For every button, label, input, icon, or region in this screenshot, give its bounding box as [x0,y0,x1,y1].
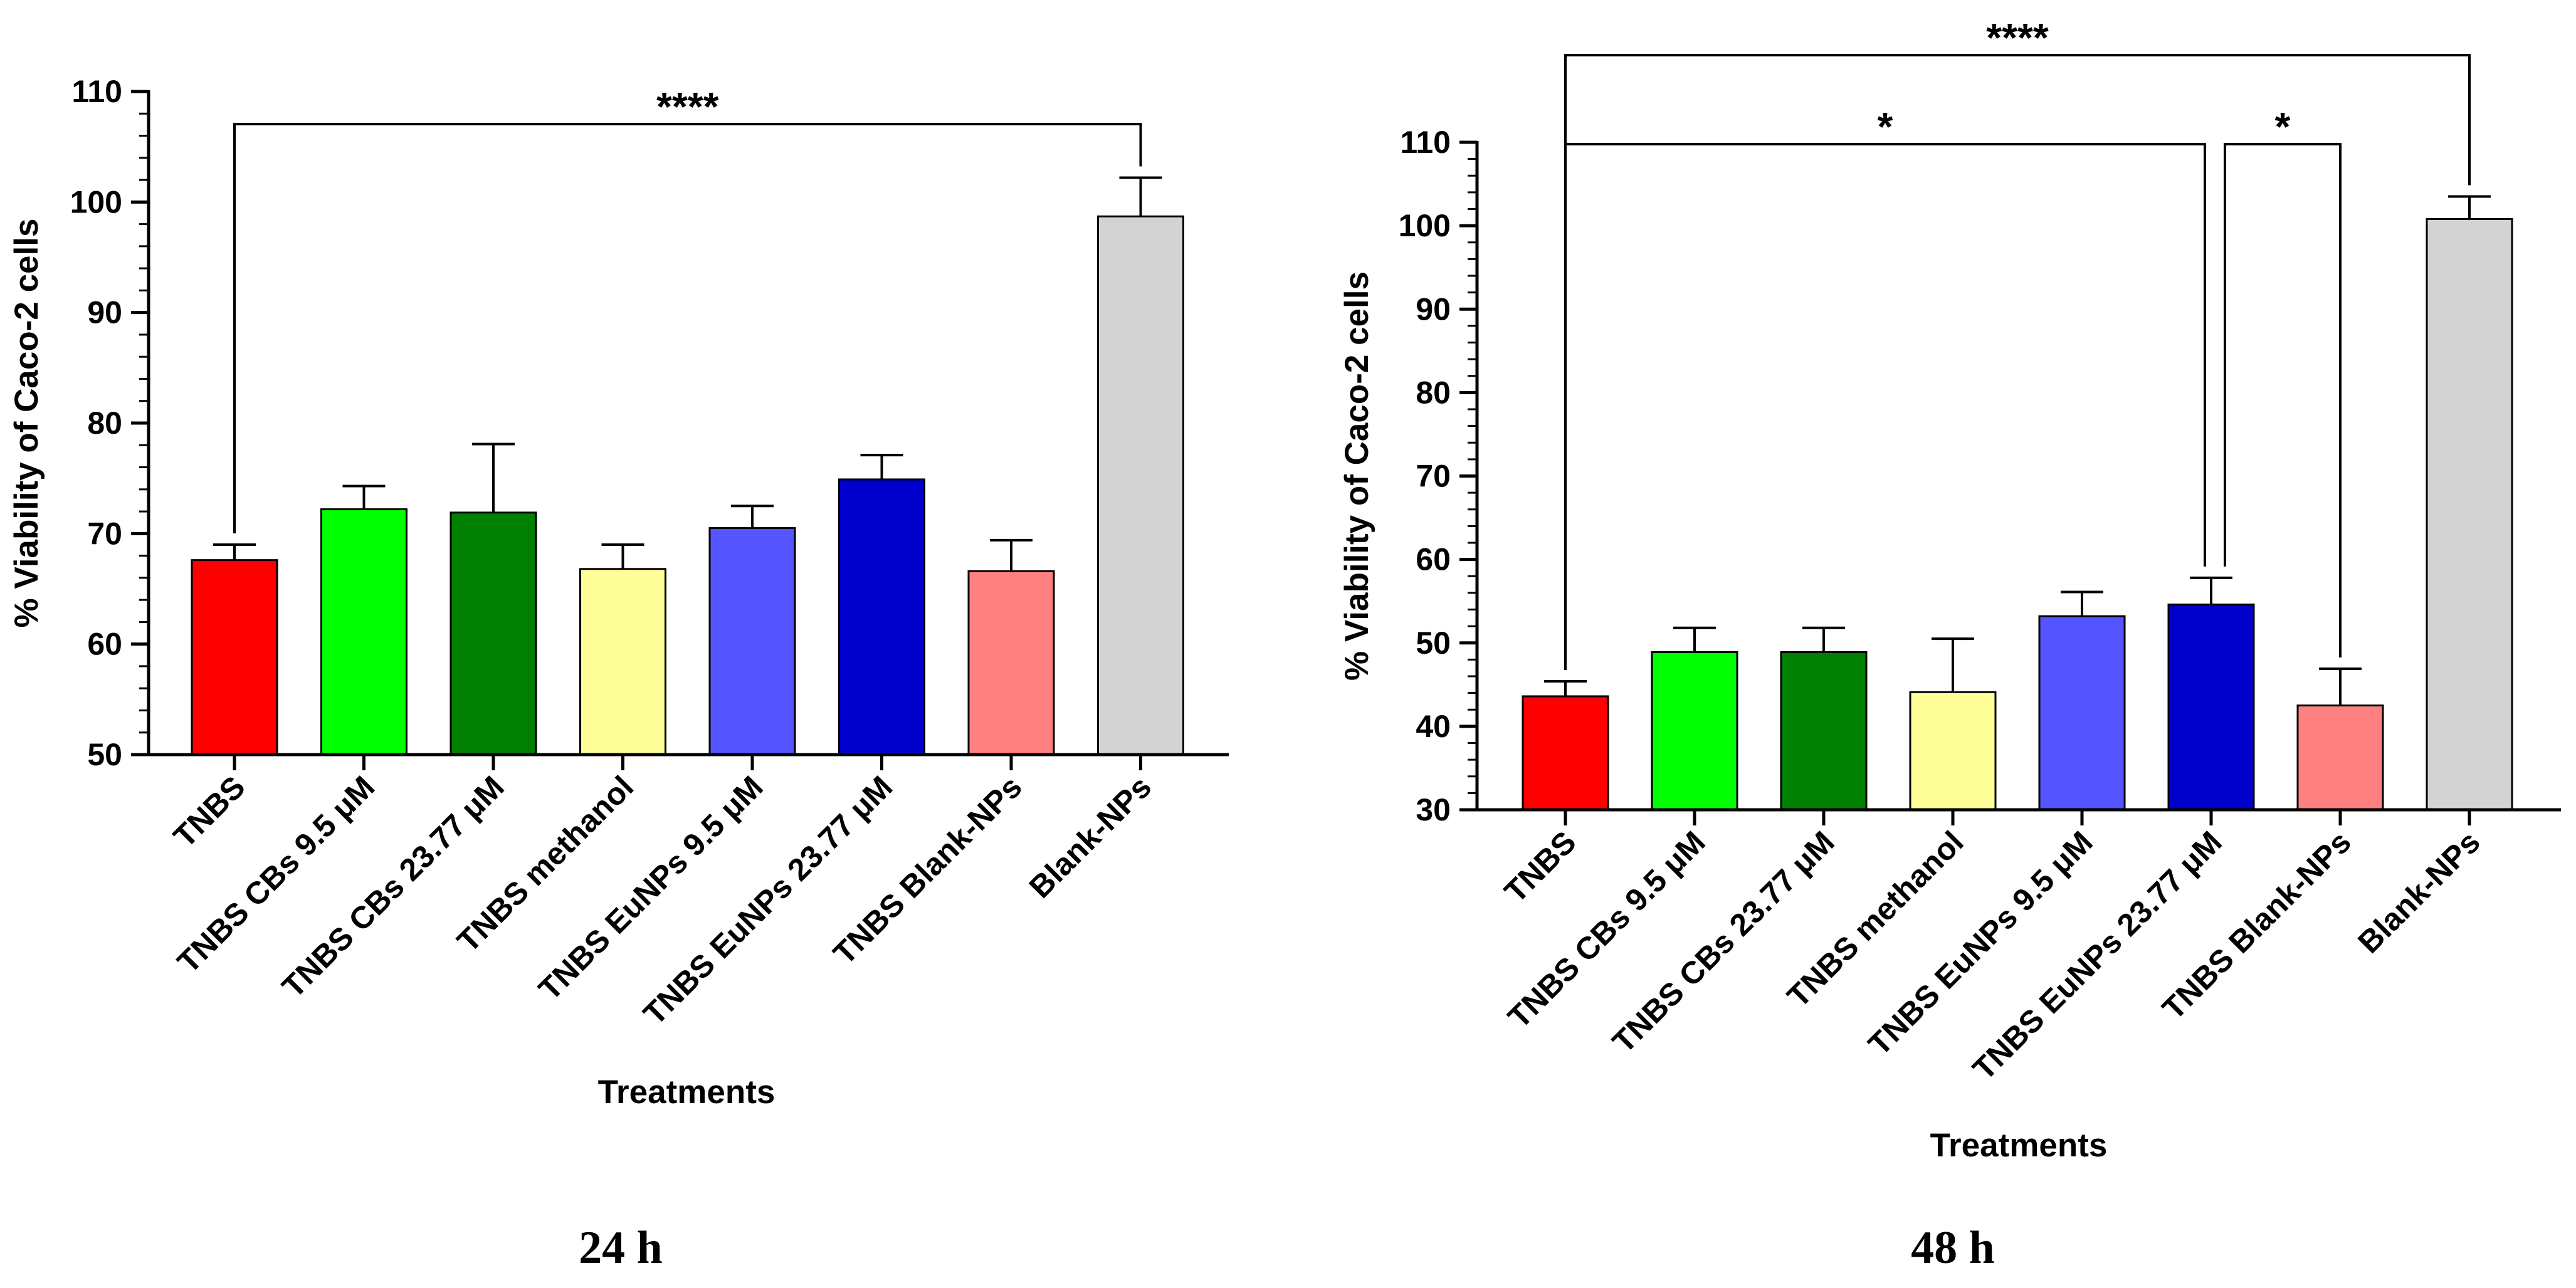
y-tick-label: 70 [87,516,122,551]
x-tick-label: TNBS [167,769,252,854]
x-axis-title: Treatments [1930,1127,2108,1164]
bar [579,568,666,756]
x-tick-label: TNBS [1498,824,1583,909]
x-tick-label: TNBS EuNPs 23.77 μM [636,769,899,1032]
bar [2038,615,2126,811]
bar [838,478,925,756]
significance-bracket [233,123,1142,533]
significance-label: * [2275,104,2291,149]
y-axis-title: % Viability of Caco-2 cells [1338,271,1375,681]
x-tick-label: Blank-NPs [2351,824,2486,960]
bar [191,559,278,756]
y-tick-label: 90 [1416,291,1451,327]
y-tick-label: 110 [1400,125,1451,160]
significance-bracket [1564,143,2206,670]
x-tick-label: TNBS EuNPs 23.77 μM [1966,824,2229,1087]
y-tick-label: 100 [70,184,122,219]
y-tick-label: 90 [87,295,122,330]
significance-label: **** [1986,15,2049,60]
x-tick-label: TNBS EuNPs 9.5 μM [1861,824,2100,1062]
panel-caption: 48 h [1911,1222,1995,1274]
x-axis-title: Treatments [598,1074,775,1111]
bar [1909,691,1997,811]
y-tick-label: 110 [71,74,122,109]
significance-label: **** [656,84,719,129]
bar [1097,215,1184,756]
y-tick-label: 70 [1416,459,1451,494]
bar [2296,704,2384,811]
y-tick-label: 50 [1416,626,1451,661]
bar [2167,604,2255,811]
significance-bracket [1564,54,2471,670]
bar [708,527,796,756]
panel-caption: 24 h [579,1222,663,1274]
x-tick-label: TNBS CBs 23.77 μM [1606,824,1841,1060]
bar [2426,217,2513,811]
significance-label: * [1878,104,1893,149]
significance-bracket [2224,143,2342,658]
x-tick-label: TNBS CBs 23.77 μM [275,769,511,1005]
y-tick-label: 80 [1416,375,1451,410]
y-tick-label: 60 [1416,542,1451,577]
bar [1651,651,1738,811]
x-tick-label: TNBS EuNPs 9.5 μM [532,769,770,1007]
bar [1780,651,1868,811]
bar [449,511,537,756]
bar [320,508,407,756]
y-tick-label: 80 [87,406,122,441]
x-tick-label: Blank-NPs [1023,769,1158,904]
bar [1522,695,1609,811]
y-axis-title: % Viability of Caco-2 cells [8,219,45,628]
bar [967,570,1055,756]
y-tick-label: 30 [1416,792,1451,827]
y-tick-label: 40 [1416,709,1451,744]
y-tick-label: 100 [1399,208,1451,243]
y-tick-label: 60 [87,627,122,662]
y-tick-label: 50 [87,737,122,772]
